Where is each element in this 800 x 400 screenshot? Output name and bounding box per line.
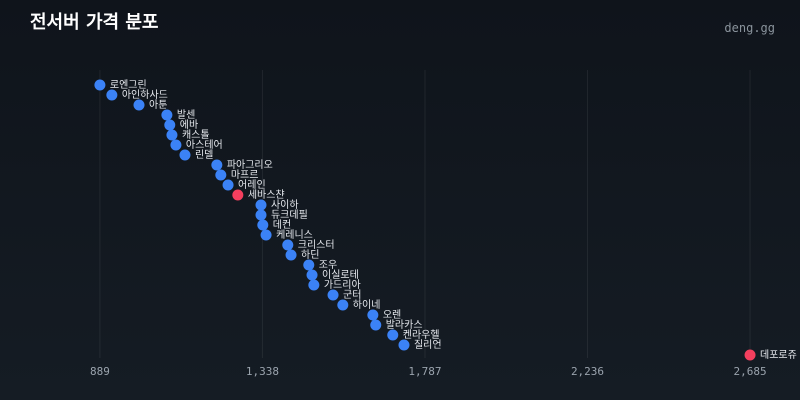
x-tick-label: 889 xyxy=(90,365,110,378)
point-label: 캐스톨 xyxy=(182,129,210,141)
point-label: 크리스터 xyxy=(298,239,335,251)
dot xyxy=(303,259,315,271)
dot xyxy=(170,139,182,151)
point-label: 에바 xyxy=(180,119,198,131)
dot xyxy=(370,319,382,331)
point-label: 린델 xyxy=(195,149,213,161)
point-label: 파아그리오 xyxy=(227,159,273,171)
dot xyxy=(133,99,145,111)
point-label: 하딘 xyxy=(301,248,319,261)
dot xyxy=(232,189,244,201)
x-tick-label: 1,338 xyxy=(246,365,279,378)
point-label: 이실로테 xyxy=(322,269,359,281)
dot xyxy=(308,279,320,291)
dot xyxy=(337,299,349,311)
point-label: 아인하사드 xyxy=(122,88,168,101)
source: deng.gg xyxy=(724,21,775,35)
dot xyxy=(179,149,191,161)
dot xyxy=(367,309,379,321)
point-label: 로엔그린 xyxy=(110,79,147,91)
dot xyxy=(285,249,297,261)
dot xyxy=(744,349,756,361)
chart-title: 전서버 가격 분포 xyxy=(30,12,158,33)
point-label: 케레니스 xyxy=(276,229,313,241)
point-label: 마프르 xyxy=(231,169,259,181)
point-label: 오렌 xyxy=(383,309,401,321)
x-tick-label: 1,787 xyxy=(408,365,441,378)
dot xyxy=(255,199,267,211)
dot xyxy=(215,169,227,181)
dot xyxy=(387,329,399,341)
point-label: 발센 xyxy=(177,109,195,121)
x-tick-label: 2,685 xyxy=(733,365,766,378)
x-tick-label: 2,236 xyxy=(571,365,604,378)
point-label: 사이하 xyxy=(271,198,299,211)
dot xyxy=(222,179,234,191)
dot xyxy=(398,339,410,351)
point-label: 아툰 xyxy=(149,99,167,111)
point-label: 켄라우헬 xyxy=(403,329,440,341)
dot xyxy=(211,159,223,171)
dot xyxy=(255,209,267,221)
dot xyxy=(106,89,118,101)
dot xyxy=(161,109,173,121)
point-label: 가드리아 xyxy=(324,279,361,291)
dot xyxy=(164,119,176,131)
point-label: 발라카스 xyxy=(386,319,423,331)
dot xyxy=(282,239,294,251)
dot xyxy=(257,219,269,231)
point-label: 조우 xyxy=(319,259,337,271)
dot xyxy=(327,289,339,301)
point-label: 하이네 xyxy=(353,298,381,311)
point-label: 질리언 xyxy=(414,339,442,351)
dot xyxy=(260,229,272,241)
point-label: 아스테어 xyxy=(186,139,223,151)
dot xyxy=(306,269,318,281)
point-label: 군터 xyxy=(343,289,361,301)
point-label: 어레인 xyxy=(238,179,266,191)
point-label: 데포로쥬 xyxy=(760,349,797,361)
dot xyxy=(94,79,106,91)
point-label: 세바스챤 xyxy=(248,189,285,201)
dot xyxy=(166,129,178,141)
point-label: 데컨 xyxy=(273,219,291,231)
point-label: 듀크데필 xyxy=(271,209,308,221)
